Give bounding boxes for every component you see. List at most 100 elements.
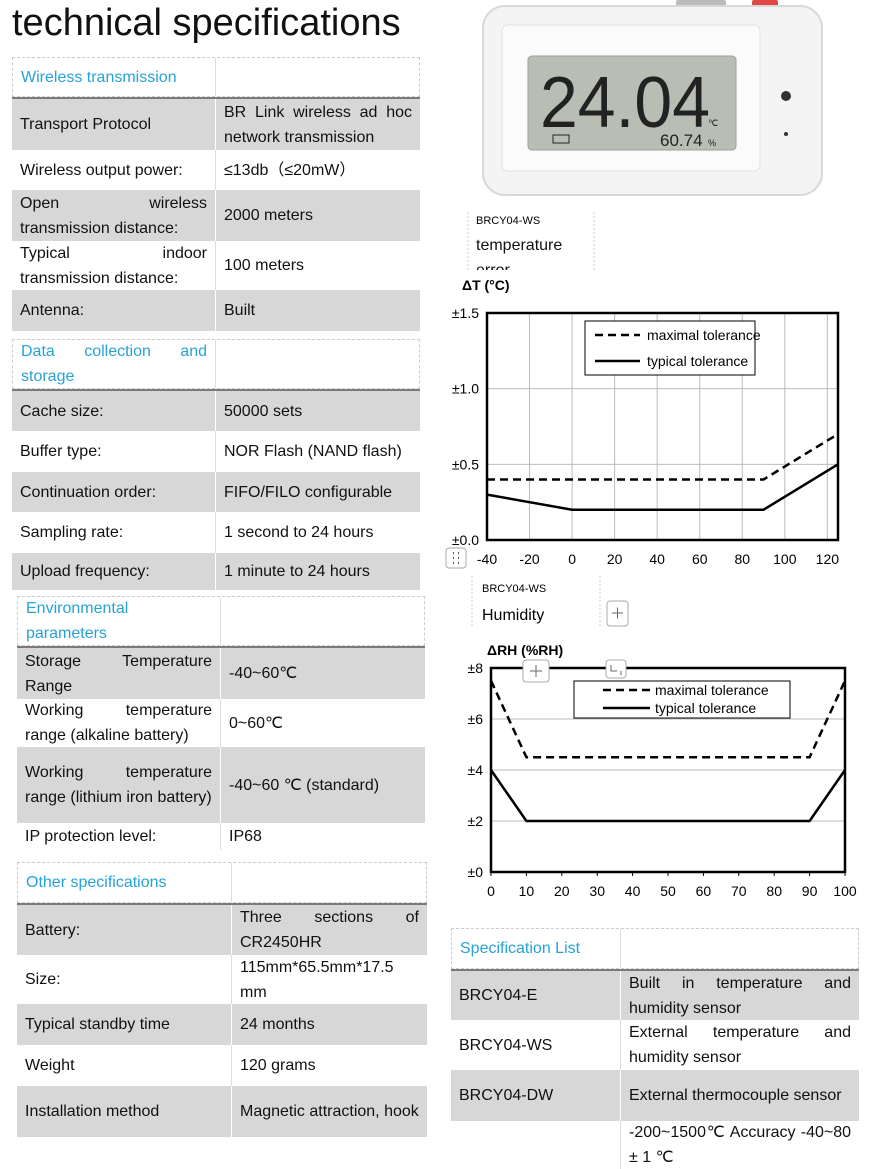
cell-text: Three sections of CR2450HR [240, 909, 419, 951]
caption-model: BRCY04-WS [476, 215, 540, 227]
table-cell: Upload frequency: [12, 553, 216, 590]
table-cell: Data collection and storage [13, 340, 216, 388]
y-tick-label: ±1.5 [452, 305, 479, 321]
cell-text: Environmental parameters [26, 600, 129, 642]
cell-text: 50000 sets [224, 402, 303, 420]
y-tick-label: ±0 [468, 864, 484, 880]
cell-text: 2000 meters [224, 207, 313, 224]
device-button [752, 0, 778, 6]
cell-text: FIFO/FILO configurable [224, 483, 393, 501]
table-row: Sampling rate: 1 second to 24 hours [12, 512, 420, 553]
table-cell: Weight [17, 1045, 232, 1086]
cell-text: IP protection level: [25, 828, 157, 845]
caption-label: Humidity [482, 607, 544, 624]
cell-text: BRCY04-DW [459, 1087, 554, 1104]
table-cell: Built [216, 290, 420, 331]
series-line [489, 680, 847, 759]
legend-label: maximal tolerance [655, 682, 769, 698]
x-tick-label: 40 [649, 551, 665, 567]
x-tick-label: 0 [568, 551, 576, 567]
legend-label: typical tolerance [647, 353, 748, 369]
cell-text: 1 minute to 24 hours [224, 563, 370, 580]
table-row: BRCY04-WS External temperature and humidi… [451, 1020, 859, 1070]
cell-text: BR Link wireless ad hoc network transmis… [224, 103, 412, 146]
cell-text: Built in temperature and humidity sensor [629, 974, 851, 1017]
plus-icon [530, 665, 542, 677]
table-cell [621, 929, 858, 968]
table-cell: Installation method [17, 1086, 232, 1137]
cell-text: Storage Temperature Range [25, 652, 212, 695]
cell-text: Battery: [25, 921, 81, 939]
drag-handle[interactable] [445, 547, 467, 569]
table-cell: 24 months [232, 1004, 427, 1045]
table-cell: IP protection level: [17, 823, 221, 850]
table-cell [232, 863, 426, 902]
table-cell: Wireless output power: [12, 150, 216, 190]
cell-text: Magnetic attraction, hook [240, 1103, 419, 1120]
y-tick-label: ±4 [468, 762, 484, 778]
table-cell [221, 597, 424, 645]
table-cell: 2000 meters [216, 190, 420, 241]
table-header: Environmental parameters [17, 596, 425, 646]
table-row: Battery: Three sections of CR2450HR [17, 903, 427, 955]
device-led [784, 132, 788, 136]
x-tick-label: 0 [487, 883, 495, 899]
table-row: IP protection level: IP68 [17, 823, 425, 850]
series-line [489, 769, 847, 823]
x-tick-label: 100 [833, 883, 857, 899]
caption-label: temperature error [476, 237, 563, 270]
table-cell: Continuation order: [12, 472, 216, 512]
table-cell: 0~60℃ [221, 699, 425, 747]
cell-text: 115mm*65.5mm*17.5 mm [240, 958, 394, 1001]
table-cell: Built in temperature and humidity sensor [621, 971, 859, 1020]
page-title: technical specifications [12, 2, 401, 44]
x-tick-label: 50 [660, 883, 676, 899]
cell-text: Data collection and storage [21, 343, 207, 385]
table-row: Typical standby time 24 months [17, 1004, 427, 1045]
x-tick-label: 30 [589, 883, 605, 899]
plot-frame [485, 311, 840, 542]
table-row: Continuation order: FIFO/FILO configurabl… [12, 472, 420, 512]
table-row: Working temperature range (lithium iron … [17, 747, 425, 823]
y-tick-label: ±2 [468, 813, 484, 829]
cell-text: Wireless output power: [20, 161, 183, 179]
cell-text: Other specifications [26, 874, 167, 891]
table-cell: BRCY04-WS [451, 1020, 621, 1070]
table-cell [216, 340, 419, 388]
table-cell: FIFO/FILO configurable [216, 472, 420, 512]
table-row: Typical indoor transmission distance: 100… [12, 241, 420, 290]
table-cell: Size: [17, 955, 232, 1004]
x-tick-label: 120 [816, 551, 840, 567]
table-cell: Storage Temperature Range [17, 648, 221, 699]
cell-text: Weight [25, 1057, 75, 1074]
cell-text: -200~1500℃ Accuracy -40~80 ± 1 ℃ [629, 1124, 851, 1166]
y-axis-label: ΔRH (%RH) [487, 642, 563, 658]
table-cell: Open wireless transmission distance: [12, 190, 216, 241]
device-humidity-unit: % [708, 138, 716, 148]
table-cell: Antenna: [12, 290, 216, 331]
table-row: Transport Protocol BR Link wireless ad ho… [12, 97, 420, 150]
y-tick-label: ±0.0 [452, 532, 479, 548]
cell-text: -40~60 ℃ (standard) [229, 776, 380, 794]
table-cell: Transport Protocol [12, 99, 216, 150]
table-cell: Typical standby time [17, 1004, 232, 1045]
cell-text: 24 months [240, 1016, 315, 1033]
resize-button[interactable] [605, 659, 627, 679]
table-row: Antenna: Built [12, 290, 420, 331]
y-tick-label: ±6 [468, 711, 484, 727]
cell-text: 120 grams [240, 1057, 316, 1074]
table-cell: Three sections of CR2450HR [232, 905, 427, 955]
table-row: Working temperature range (alkaline batt… [17, 699, 425, 747]
table-cell: Environmental parameters [18, 597, 221, 645]
table-cell: 100 meters [216, 241, 420, 290]
cell-text: Typical standby time [25, 1016, 170, 1033]
device-humidity: 60.74 [660, 131, 703, 150]
x-tick-label: 40 [625, 883, 641, 899]
device-unit: ℃ [708, 118, 718, 128]
x-tick-label: 10 [519, 883, 535, 899]
table-cell: External temperature and humidity sensor [621, 1020, 859, 1070]
table-header: Specification List [451, 928, 859, 969]
cell-text: 1 second to 24 hours [224, 524, 374, 541]
table-row: BRCY04-DW External thermocouple sensor [451, 1070, 859, 1121]
